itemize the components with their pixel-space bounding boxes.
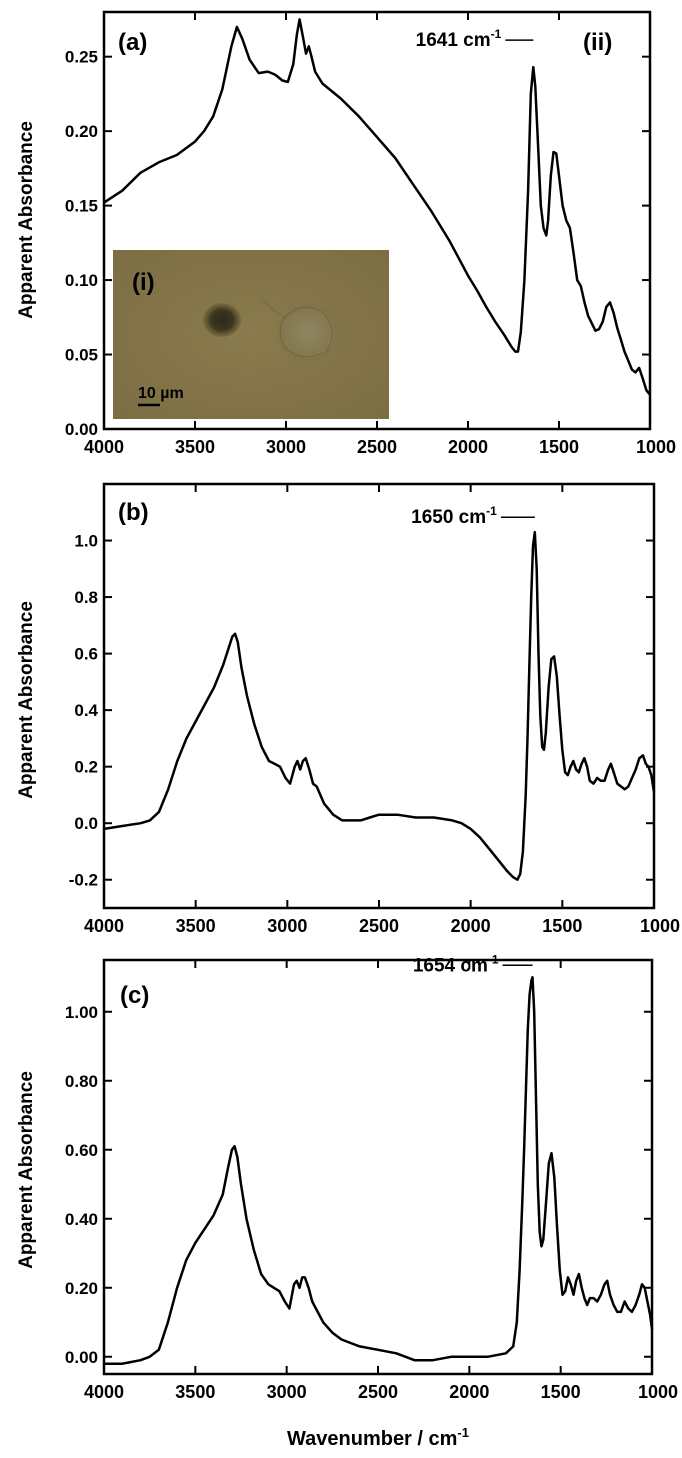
spectrum-line-b [103, 530, 656, 881]
y-tick-label: 0.25 [65, 48, 98, 67]
y-tick-label: 0.0 [74, 814, 98, 833]
y-tick-label: -0.2 [69, 871, 98, 890]
y-tick-label: 0.2 [74, 758, 98, 777]
y-tick-label: 0.40 [65, 1210, 98, 1229]
y-axis-label-b: Apparent Absorbance [16, 601, 37, 799]
y-tick-label: 0.10 [65, 271, 98, 290]
y-tick-label: 0.20 [65, 122, 98, 141]
scale-bar-label: 10 µm [138, 385, 184, 402]
x-tick-label: 2500 [358, 1382, 398, 1402]
panel-label-a: (a) [118, 29, 147, 56]
x-tick-label: 3000 [267, 916, 307, 936]
x-axis-label-sup: -1 [457, 1425, 469, 1440]
x-axis-label-text: Wavenumber / cm [287, 1428, 457, 1450]
x-ticks-b: 4000 3500 3000 2500 2000 1500 1000 [84, 484, 680, 936]
x-tick-label: 1000 [638, 1382, 678, 1402]
x-tick-label: 1500 [542, 916, 582, 936]
y-axis-label-c: Apparent Absorbance [16, 1071, 37, 1269]
faint-particle-outline [279, 306, 333, 358]
y-ticks-c: 0.00 0.20 0.40 0.60 0.80 1.00 [65, 1003, 652, 1367]
y-tick-label: 1.00 [65, 1003, 98, 1022]
panel-b: -0.2 0.0 0.2 0.4 0.6 0.8 1.0 4000 3500 3000 2500 2… [16, 482, 680, 936]
x-tick-label: 4000 [84, 1382, 124, 1402]
x-tick-label: 4000 [84, 916, 124, 936]
faint-particle [276, 303, 340, 363]
panel-label-b: (b) [118, 499, 149, 526]
spectrum-line-c [104, 976, 654, 1365]
y-tick-label: 0.60 [65, 1141, 98, 1160]
x-tick-label: 3000 [266, 437, 306, 457]
dark-particle [203, 303, 241, 337]
x-tick-label: 2500 [357, 437, 397, 457]
y-tick-label: 0.80 [65, 1072, 98, 1091]
inset-image [113, 250, 389, 419]
panel-label-c: (c) [120, 982, 149, 1009]
y-ticks-b: -0.2 0.0 0.2 0.4 0.6 0.8 1.0 [69, 532, 654, 890]
panel-a: 0.00 0.05 0.10 0.15 0.20 0.25 4000 3500 3000 250… [16, 10, 676, 457]
annotation-c: 1654 cm-1 [413, 952, 499, 976]
annotation-b-text: 1650 cm [411, 507, 486, 528]
x-tick-label: 1500 [539, 437, 579, 457]
y-tick-label: 0.15 [65, 197, 98, 216]
x-tick-label: 1500 [541, 1382, 581, 1402]
x-tick-label: 3000 [267, 1382, 307, 1402]
y-ticks-a: 0.00 0.05 0.10 0.15 0.20 0.25 [65, 48, 650, 439]
panel-c: 0.00 0.20 0.40 0.60 0.80 1.00 4000 3500 3000 250… [16, 952, 678, 1450]
annotation-c-sup: -1 [488, 952, 499, 966]
annotation-b: 1650 cm-1 [411, 504, 497, 528]
x-tick-label: 2500 [359, 916, 399, 936]
annotation-b-sup: -1 [486, 504, 497, 518]
plot-frame-c [102, 958, 654, 1376]
plot-frame-b [102, 482, 656, 910]
inset-label: (i) [132, 269, 155, 296]
annotation-a-sup: -1 [491, 27, 502, 41]
x-ticks-c: 4000 3500 3000 2500 2000 1500 1000 [84, 960, 678, 1402]
panel-sublabel-ii: (ii) [583, 29, 612, 56]
spectrum-line-a [103, 18, 651, 396]
annotation-c-text: 1654 cm [413, 955, 488, 976]
inset-micrograph: (i) 10 µm [113, 250, 389, 419]
x-tick-label: 3500 [175, 1382, 215, 1402]
y-tick-label: 1.0 [74, 532, 98, 551]
x-tick-label: 2000 [449, 1382, 489, 1402]
x-tick-label: 1000 [640, 916, 680, 936]
y-tick-label: 0.6 [74, 645, 98, 664]
x-axis-label: Wavenumber / cm-1 [287, 1425, 469, 1450]
x-tick-label: 3500 [176, 916, 216, 936]
x-tick-label: 4000 [84, 437, 124, 457]
faint-strand [261, 299, 287, 319]
y-axis-label-a: Apparent Absorbance [16, 121, 37, 319]
y-tick-label: 0.20 [65, 1279, 98, 1298]
x-tick-label: 1000 [636, 437, 676, 457]
x-tick-label: 2000 [448, 437, 488, 457]
y-tick-label: 0.00 [65, 420, 98, 439]
y-tick-label: 0.4 [74, 701, 98, 720]
x-tick-label: 3500 [175, 437, 215, 457]
y-tick-label: 0.05 [65, 346, 98, 365]
y-tick-label: 0.00 [65, 1348, 98, 1367]
x-ticks-a: 4000 3500 3000 2500 2000 1500 1000 [84, 12, 676, 457]
x-tick-label: 2000 [451, 916, 491, 936]
annotation-a-text: 1641 cm [416, 30, 491, 51]
annotation-a: 1641 cm-1 [416, 27, 502, 51]
y-tick-label: 0.8 [74, 588, 98, 607]
